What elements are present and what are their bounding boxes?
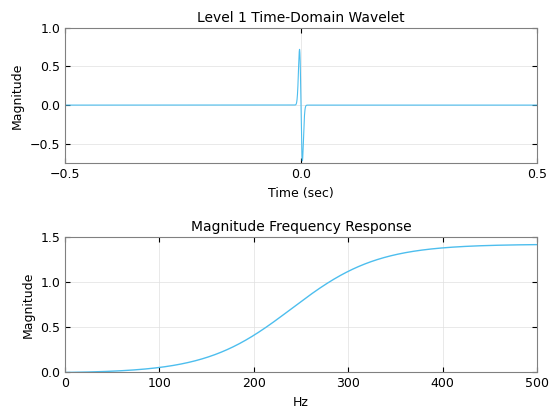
Y-axis label: Magnitude: Magnitude — [11, 62, 24, 129]
X-axis label: Time (sec): Time (sec) — [268, 186, 334, 199]
X-axis label: Hz: Hz — [293, 396, 309, 409]
Title: Level 1 Time-Domain Wavelet: Level 1 Time-Domain Wavelet — [197, 11, 405, 25]
Y-axis label: Magnitude: Magnitude — [22, 272, 35, 338]
Title: Magnitude Frequency Response: Magnitude Frequency Response — [190, 220, 411, 234]
